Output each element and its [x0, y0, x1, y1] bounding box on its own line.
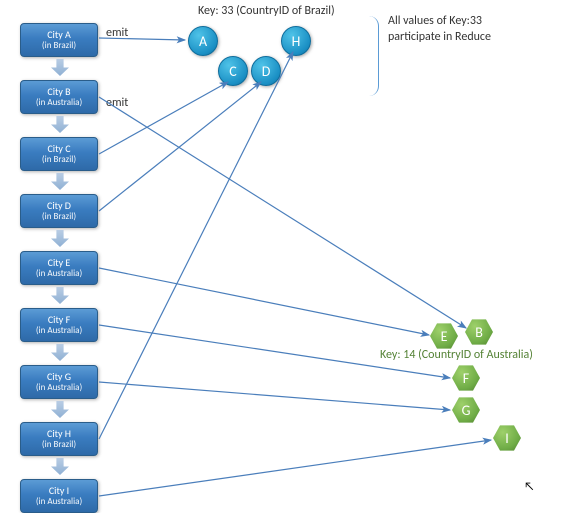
- emit-node-h: H: [281, 26, 311, 56]
- emit-label-1: emit: [106, 26, 128, 40]
- city-box-b: City B (in Australia): [20, 80, 98, 114]
- down-arrow-icon: [51, 401, 69, 418]
- city-i-sub: (in Australia): [36, 497, 82, 508]
- city-g-name: City G: [47, 371, 71, 383]
- city-box-c: City C (in Brazil): [20, 137, 98, 171]
- city-box-i: City I (in Australia): [20, 479, 98, 513]
- emit-label-2: emit: [106, 96, 128, 110]
- reduce-node-b: B: [465, 318, 493, 346]
- city-box-g: City G (in Australia): [20, 365, 98, 399]
- key33-label: Key: 33 (CountryID of Brazil): [198, 4, 335, 18]
- city-c-name: City C: [47, 143, 70, 155]
- down-arrow-icon: [51, 287, 69, 304]
- city-box-a: City A (in Brazil): [20, 23, 98, 57]
- city-box-d: City D (in Brazil): [20, 194, 98, 228]
- city-e-name: City E: [48, 257, 71, 269]
- emit-node-d-label: D: [262, 63, 271, 80]
- city-g-sub: (in Australia): [36, 383, 82, 394]
- city-a-name: City A: [47, 29, 71, 41]
- reduce-node-g-label: G: [462, 402, 471, 419]
- down-arrow-icon: [51, 116, 69, 133]
- city-c-sub: (in Brazil): [42, 155, 76, 166]
- reduce-node-f: F: [452, 364, 480, 392]
- reduce-node-b-label: B: [475, 324, 483, 341]
- emit-node-c: C: [218, 56, 248, 86]
- city-f-sub: (in Australia): [36, 326, 82, 337]
- reduce-node-e-label: E: [441, 328, 448, 345]
- city-h-name: City H: [47, 428, 71, 440]
- reduce-node-g: G: [452, 396, 480, 424]
- cursor-icon: ↖: [524, 480, 535, 494]
- reduce-node-i: I: [493, 424, 521, 452]
- down-arrow-icon: [51, 458, 69, 475]
- reduce-node-e: E: [430, 322, 458, 350]
- emit-node-h-label: H: [292, 33, 301, 50]
- down-arrow-icon: [51, 344, 69, 361]
- brace-icon: [368, 16, 379, 96]
- down-arrow-icon: [51, 173, 69, 190]
- emit-node-c-label: C: [229, 63, 236, 80]
- down-arrow-icon: [51, 230, 69, 247]
- city-box-e: City E (in Australia): [20, 251, 98, 285]
- city-d-sub: (in Brazil): [42, 212, 76, 223]
- emit-node-d: D: [251, 56, 281, 86]
- city-box-h: City H (in Brazil): [20, 422, 98, 456]
- reduce-note-label: All values of Key:33 participate in Redu…: [388, 14, 491, 45]
- emit-node-a: A: [188, 26, 218, 56]
- key14-label: Key: 14 (CountryID of Australia): [380, 348, 533, 362]
- city-i-name: City I: [49, 485, 69, 497]
- city-box-f: City F (in Australia): [20, 308, 98, 342]
- city-h-sub: (in Brazil): [42, 440, 76, 451]
- city-e-sub: (in Australia): [36, 269, 82, 280]
- down-arrow-icon: [51, 59, 69, 76]
- emit-node-a-label: A: [199, 33, 207, 50]
- city-a-sub: (in Brazil): [42, 41, 76, 52]
- reduce-node-f-label: F: [463, 370, 469, 387]
- city-b-sub: (in Australia): [36, 98, 82, 109]
- reduce-node-i-label: I: [505, 430, 509, 447]
- city-d-name: City D: [47, 200, 71, 212]
- city-b-name: City B: [47, 86, 70, 98]
- city-f-name: City F: [48, 314, 70, 326]
